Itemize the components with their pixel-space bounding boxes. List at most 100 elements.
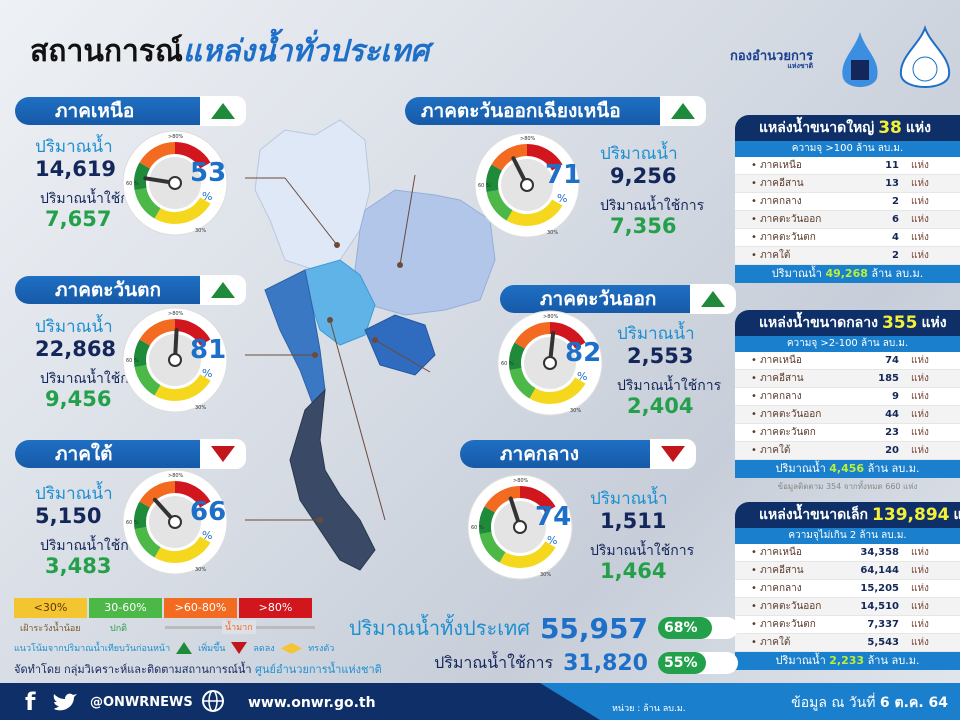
map-northeast [354,189,496,316]
usable-value: 1,464 [600,559,667,583]
gauge-segment-normal-low [134,364,161,396]
region-name: ภาคตะวันออก [540,288,657,310]
row-region: • ภาคตะวันออก [751,214,822,225]
country-percent-bar: 68% [658,617,738,639]
row-unit: แห่ง [911,547,929,558]
gauge-percent: 81 [190,335,227,365]
volume-value: 22,868 [35,337,117,361]
table-note: ข้อมูลติดตาม 354 จากทั้งหมด 660 แห่ง [777,482,918,491]
country-usable-label: ปริมาณน้ำใช้การ [434,652,554,672]
globe-icon [202,690,224,712]
footer-value: 49,268 [825,267,868,280]
region-name: ภาคตะวันตก [55,279,161,301]
legend-desc-normal: ปกติ [110,624,128,634]
row-unit: แห่ง [911,565,929,576]
table-count: 355 [881,313,918,333]
reservoir-table: แหล่งน้ำขนาดใหญ่ 38 แห่ง ความจุ >100 ล้าน … [735,115,960,283]
gauge-segment-normal-low [509,367,536,399]
legend-desc-low: เฝ้าระวังน้ำน้อย [20,624,81,634]
volume-label: ปริมาณน้ำ [35,137,113,157]
volume-label: ปริมาณน้ำ [35,317,113,337]
volume-value: 9,256 [610,164,677,188]
row-count: 13 [885,178,899,189]
page-title: สถานการณ์แหล่งน้ำทั่วประเทศ [30,28,429,75]
row-region: • ภาคเหนือ [751,355,802,366]
gauge-segment-normal-high [134,162,151,191]
usable-label: ปริมาณน้ำใช้การ [600,198,705,214]
row-unit: แห่ง [911,445,929,456]
diamond-stable-icon: ◀▶ [280,640,303,656]
percent-sign: % [202,367,213,380]
table-row: • ภาคกลาง 9 แห่ง [735,388,960,406]
social-handle[interactable]: @ONWRNEWS [90,695,193,710]
row-unit: แห่ง [911,637,929,648]
onwr-seal-icon [899,25,951,88]
trend-indicator [200,439,246,469]
credit-prefix: จัดทำโดย กลุ่มวิเคราะห์และติดตามสถานการณ… [14,663,252,676]
row-unit: แห่ง [911,391,929,402]
gauge-label-mid: 60 % [126,181,139,187]
gauge-percent: 66 [190,497,227,527]
gauge-label-high: >80% [513,478,529,484]
table-row: • ภาคตะวันออก 14,510 แห่ง [735,598,960,616]
table-unit: แห่ง [905,120,931,136]
gauge-label-mid: 60 % [478,183,491,189]
twitter-icon[interactable] [52,692,78,714]
row-count: 44 [885,409,899,420]
facebook-icon[interactable]: f [25,688,36,716]
table-row: • ภาคอีสาน 185 แห่ง [735,370,960,388]
table-row: • ภาคอีสาน 64,144 แห่ง [735,562,960,580]
table-row: • ภาคตะวันออก 44 แห่ง [735,406,960,424]
volume-value: 5,150 [35,504,102,528]
table-header: แหล่งน้ำขนาดใหญ่ 38 แห่ง [735,115,960,141]
volume-label: ปริมาณน้ำ [590,489,668,509]
percent-sign: % [577,370,588,383]
volume-label: ปริมาณน้ำ [35,484,113,504]
legend-ranges: <30% 30-60% >60-80% >80% [14,598,312,618]
region-header: ภาคตะวันออกเฉียงเหนือ [405,97,660,125]
table-subtitle: ความจุ >2-100 ล้าน ลบ.ม. [735,336,960,352]
row-region: • ภาคกลาง [751,583,802,594]
gauge-segment-normal-high [509,342,526,371]
gauge-segment-normal-low [134,187,161,219]
gauge-segment-low [154,197,211,224]
gauge-percent: 82 [565,338,602,368]
gauge-label-mid: 60 % [126,358,139,364]
triangle-down-icon [231,642,248,654]
usable-value: 2,404 [627,394,694,418]
gauge-segment-very-high [519,486,556,513]
row-count: 5,543 [867,637,899,648]
triangle-up-icon [211,282,235,298]
trend-indicator [200,275,246,305]
row-region: • ภาคอีสาน [751,178,804,189]
footer-label: ปริมาณน้ำ [775,654,826,667]
row-count: 7,337 [867,619,899,630]
gauge-hub [168,353,182,367]
usable-value: 3,483 [45,554,112,578]
gauge-segment-high [139,319,176,346]
gauge-hub [168,515,182,529]
gauge-segment-low [529,377,586,404]
gauge-label-high: >80% [543,314,559,320]
footer-unit: ล้าน ลบ.ม. [867,654,920,667]
row-count: 4 [892,232,899,243]
gauge-hub [168,176,182,190]
row-count: 14,510 [860,601,899,612]
usable-total-row: ปริมาณน้ำใช้การ 31,820 55% [300,648,738,678]
website-link[interactable]: www.onwr.go.th [248,695,376,711]
percent-sign: % [557,192,568,205]
country-percent-fill: 68% [658,617,713,639]
triangle-up-icon [211,103,235,119]
legend-down: ลดลง [253,644,275,654]
row-region: • ภาคกลาง [751,391,802,402]
row-count: 15,205 [860,583,899,594]
map-south [289,388,376,571]
legend-desc-high: น้ำมาก [222,620,256,634]
percent-sign: % [202,529,213,542]
triangle-up-icon [176,642,193,654]
row-unit: แห่ง [911,232,929,243]
trend-indicator [660,96,706,126]
row-count: 2 [892,250,899,261]
gauge-segment-very-high [174,142,211,169]
gauge-segment-very-high [174,319,211,346]
